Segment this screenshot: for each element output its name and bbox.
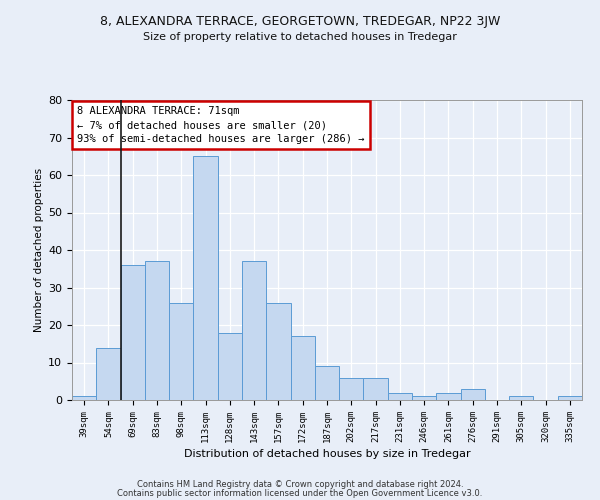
Bar xyxy=(339,378,364,400)
Bar xyxy=(121,265,145,400)
Bar xyxy=(96,348,121,400)
Text: Contains public sector information licensed under the Open Government Licence v3: Contains public sector information licen… xyxy=(118,489,482,498)
Bar xyxy=(364,378,388,400)
X-axis label: Distribution of detached houses by size in Tredegar: Distribution of detached houses by size … xyxy=(184,449,470,459)
Text: Size of property relative to detached houses in Tredegar: Size of property relative to detached ho… xyxy=(143,32,457,42)
Bar xyxy=(290,336,315,400)
Bar xyxy=(315,366,339,400)
Bar xyxy=(145,261,169,400)
Bar xyxy=(558,396,582,400)
Bar xyxy=(169,302,193,400)
Text: 8, ALEXANDRA TERRACE, GEORGETOWN, TREDEGAR, NP22 3JW: 8, ALEXANDRA TERRACE, GEORGETOWN, TREDEG… xyxy=(100,15,500,28)
Bar xyxy=(436,392,461,400)
Text: 8 ALEXANDRA TERRACE: 71sqm
← 7% of detached houses are smaller (20)
93% of semi-: 8 ALEXANDRA TERRACE: 71sqm ← 7% of detac… xyxy=(77,106,365,144)
Bar xyxy=(218,332,242,400)
Bar xyxy=(193,156,218,400)
Bar xyxy=(242,261,266,400)
Text: Contains HM Land Registry data © Crown copyright and database right 2024.: Contains HM Land Registry data © Crown c… xyxy=(137,480,463,489)
Bar xyxy=(412,396,436,400)
Y-axis label: Number of detached properties: Number of detached properties xyxy=(34,168,44,332)
Bar xyxy=(266,302,290,400)
Bar xyxy=(72,396,96,400)
Bar xyxy=(388,392,412,400)
Bar xyxy=(461,389,485,400)
Bar xyxy=(509,396,533,400)
